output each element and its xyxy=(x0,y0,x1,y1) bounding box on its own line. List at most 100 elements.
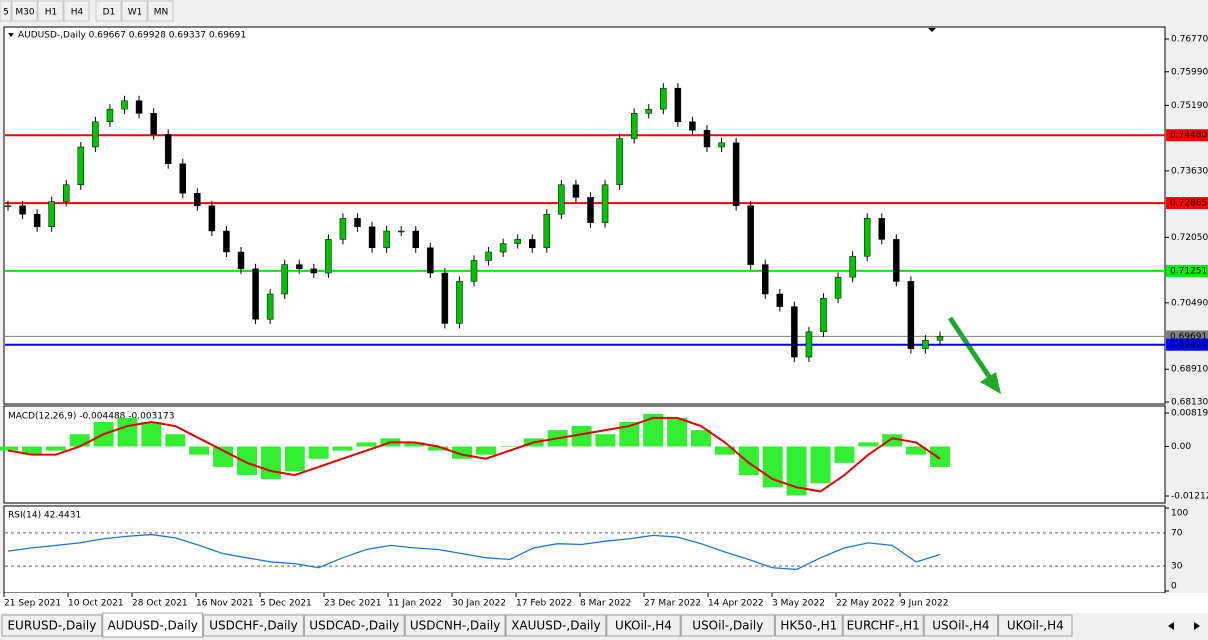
candle xyxy=(630,113,638,139)
tab-label[interactable]: USDCHF-,Daily xyxy=(209,619,297,633)
period-button[interactable] xyxy=(11,0,38,22)
candle xyxy=(252,268,259,320)
macd-bar xyxy=(189,446,210,455)
symbol-tab[interactable] xyxy=(303,614,405,637)
macd-signal xyxy=(7,416,941,493)
candle xyxy=(543,213,551,249)
candle xyxy=(427,247,434,274)
macd-bar xyxy=(738,446,759,476)
period-label[interactable]: M30 xyxy=(15,8,34,18)
macd-bar xyxy=(45,446,66,451)
candle xyxy=(601,184,609,223)
candle xyxy=(863,218,871,257)
symbol-tab[interactable] xyxy=(680,614,775,637)
tab-label[interactable]: USDCAD-,Daily xyxy=(309,619,399,633)
period-button[interactable] xyxy=(147,0,174,22)
price-label: 0.75190 xyxy=(1171,101,1208,111)
main-panel xyxy=(3,26,1166,405)
candle xyxy=(514,239,521,244)
period-label[interactable]: H1 xyxy=(45,8,58,18)
tab-scroll-right[interactable] xyxy=(1194,622,1200,630)
symbol-tab[interactable] xyxy=(404,614,506,637)
macd-bar xyxy=(404,442,425,447)
date-label: 27 Mar 2022 xyxy=(644,599,701,609)
price-label: 0.76770 xyxy=(1171,35,1208,45)
header-arrow xyxy=(8,33,14,37)
macd-panel xyxy=(3,405,1166,504)
macd-bar xyxy=(0,446,18,451)
macd-bar xyxy=(260,446,281,480)
date-label: 28 Oct 2021 xyxy=(132,599,188,609)
tab-label[interactable]: USDCNH-,Daily xyxy=(410,619,501,633)
tab-label[interactable]: EURUSD-,Daily xyxy=(7,619,96,633)
period-button[interactable] xyxy=(0,0,12,22)
symbol-tab[interactable] xyxy=(505,614,607,637)
symbol-tab[interactable] xyxy=(1,614,103,637)
macd-bar xyxy=(475,446,496,455)
level-tag xyxy=(1166,129,1208,142)
trend-arrow xyxy=(947,316,1001,394)
symbol-tab[interactable] xyxy=(998,614,1073,637)
period-label[interactable]: D1 xyxy=(103,8,116,18)
symbol-tab[interactable] xyxy=(774,614,843,637)
candle xyxy=(339,218,347,240)
candle xyxy=(499,243,507,253)
tab-label[interactable]: XAUUSD-,Daily xyxy=(511,619,600,633)
symbol-tab[interactable] xyxy=(102,612,204,638)
candle xyxy=(645,108,652,114)
macd-label: -0.012121 xyxy=(1171,492,1208,502)
symbol-tab[interactable] xyxy=(923,614,999,637)
macd-bar xyxy=(906,446,927,455)
candle xyxy=(616,138,623,186)
tab-label[interactable]: USOil-,Daily xyxy=(692,619,763,633)
tab-scroll-left[interactable] xyxy=(1168,622,1174,630)
period-label[interactable]: W1 xyxy=(128,8,143,18)
candle xyxy=(266,293,274,320)
tab-label[interactable]: UKOil-,H4 xyxy=(1007,619,1064,633)
rsi-header: RSI(14) 42.4431 xyxy=(8,511,81,521)
price-label: 0.73630 xyxy=(1171,166,1208,176)
period-button[interactable] xyxy=(63,0,90,22)
price-label: 0.70490 xyxy=(1171,298,1208,308)
rsi-label: 70 xyxy=(1171,528,1183,538)
symbol-tab[interactable] xyxy=(203,614,304,637)
macd-bar xyxy=(117,417,138,447)
macd-bar xyxy=(69,434,90,447)
tab-label[interactable]: EURCHF-,H1 xyxy=(847,619,920,633)
date-label: 23 Dec 2021 xyxy=(324,599,382,609)
period-button[interactable] xyxy=(121,0,148,22)
date-label: 21 Sep 2021 xyxy=(4,599,61,609)
period-label[interactable]: H4 xyxy=(71,8,84,18)
candle xyxy=(223,230,230,253)
tab-label[interactable]: USOil-,H4 xyxy=(932,619,989,633)
level-label: 0.69691 xyxy=(1170,332,1207,342)
symbol-tab[interactable] xyxy=(606,614,681,637)
macd-bar xyxy=(356,442,377,447)
candle xyxy=(732,142,740,207)
candle xyxy=(791,306,798,358)
level-label: 0.71251 xyxy=(1170,266,1207,276)
macd-bar xyxy=(308,446,329,459)
candle xyxy=(558,184,565,215)
candle xyxy=(4,205,12,208)
macd-bar xyxy=(858,442,879,447)
price-label: 0.68910 xyxy=(1171,365,1208,375)
macd-bar xyxy=(141,421,162,447)
macd-bar xyxy=(428,446,449,451)
candle xyxy=(762,264,769,295)
candle xyxy=(805,331,813,358)
tab-label[interactable]: UKOil-,H4 xyxy=(615,619,672,633)
period-label[interactable]: MN xyxy=(154,8,169,18)
symbol-tab[interactable] xyxy=(842,614,924,637)
tab-label[interactable]: HK50-,H1 xyxy=(780,619,837,633)
period-button[interactable] xyxy=(37,0,64,22)
period-button[interactable] xyxy=(95,0,122,22)
macd-bar xyxy=(213,446,234,467)
candle xyxy=(325,239,332,274)
tab-label[interactable]: AUDUSD-,Daily xyxy=(108,619,198,633)
macd-bar xyxy=(643,413,664,447)
period-label[interactable]: 5 xyxy=(3,8,9,18)
macd-bar xyxy=(21,446,42,455)
macd-bar xyxy=(834,446,855,463)
